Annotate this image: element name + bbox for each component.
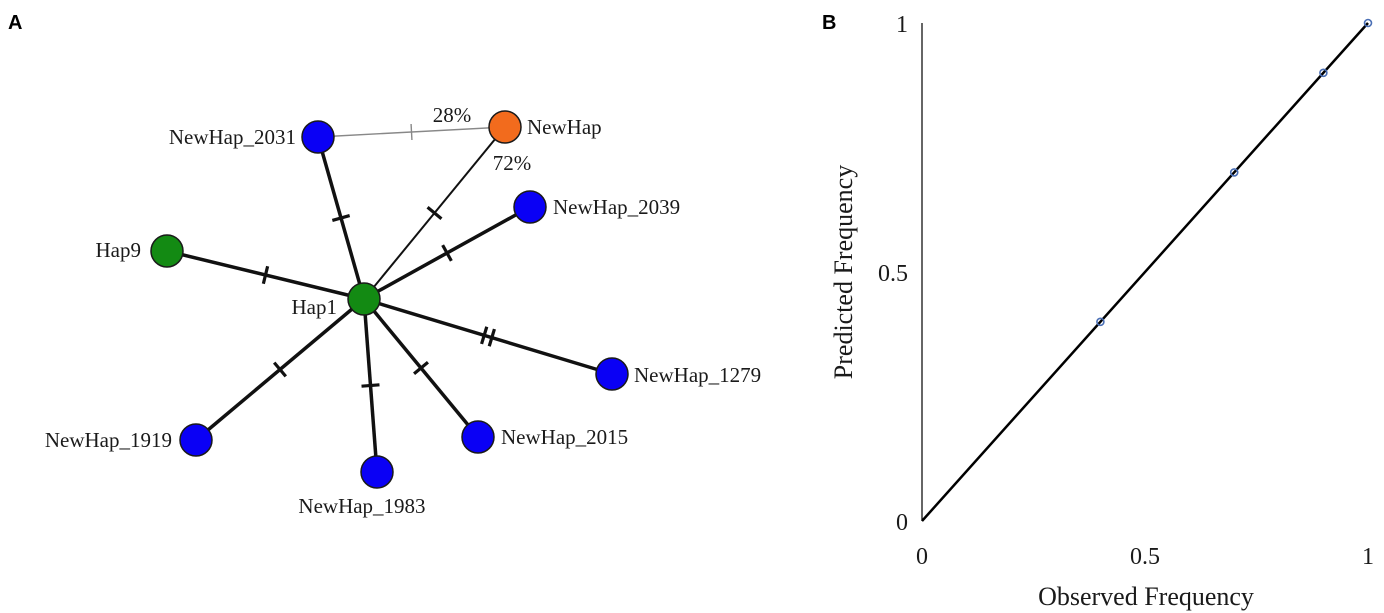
mutation-mark: [441, 244, 453, 262]
fit-line: [921, 22, 1369, 522]
node-label-nh2039: NewHap_2039: [553, 195, 680, 219]
x-tick-label: 1: [1362, 544, 1374, 570]
y-tick-label: 0: [896, 510, 908, 536]
node-label-hap9: Hap9: [96, 238, 142, 262]
mutation-mark: [331, 214, 351, 222]
mutation-mark: [487, 328, 496, 347]
node-label-nh1919: NewHap_1919: [45, 428, 172, 452]
x-axis-title: Observed Frequency: [1038, 582, 1254, 611]
mutation-mark: [410, 123, 413, 141]
mutation-mark: [361, 383, 380, 388]
network-nodes: [150, 110, 629, 489]
data-points: [1096, 18, 1373, 327]
node-label-nh2015: NewHap_2015: [501, 425, 628, 449]
node-label-nh1279: NewHap_1279: [634, 363, 761, 387]
node-nh1983: [360, 455, 394, 489]
data-point: [1229, 168, 1239, 177]
x-tick-labels: 0 0.5 1: [916, 544, 1374, 570]
node-nh2015: [461, 420, 495, 454]
y-tick-label: 0.5: [878, 261, 908, 287]
data-point: [1096, 317, 1105, 327]
node-nh2039: [513, 190, 547, 224]
node-hap1: [347, 282, 381, 316]
mutation-mark: [413, 361, 429, 375]
mutation-mark: [272, 361, 288, 378]
panel-a-letter: A: [8, 12, 22, 34]
node-label-nh1983: NewHap_1983: [298, 494, 425, 518]
node-label-nh2031: NewHap_2031: [169, 125, 296, 149]
edge-percent-label: 72%: [493, 151, 532, 175]
data-point: [1319, 68, 1328, 78]
node-nh2031: [301, 120, 335, 154]
edge-percent-label: 28%: [433, 103, 472, 127]
node-nh1279: [595, 357, 629, 391]
node-hap9: [150, 234, 184, 268]
node-nh1919: [179, 423, 213, 457]
mutation-mark: [426, 206, 443, 220]
network-labels: 72% 28% Hap1 Hap9 NewHap NewHap_2031 NewHap_20…: [45, 103, 761, 518]
node-newhap: [488, 110, 522, 144]
network-edges: [166, 123, 613, 473]
haplotype-network: 72% 28% Hap1 Hap9 NewHap NewHap_2031 NewHap_20…: [45, 103, 761, 518]
y-axis-title: Predicted Frequency: [829, 165, 858, 379]
mutation-mark: [480, 326, 489, 345]
y-tick-labels: 00.51: [878, 12, 908, 536]
mutation-mark: [261, 265, 270, 285]
y-tick-label: 1: [896, 12, 908, 38]
panel-b-letter: B: [822, 12, 836, 34]
frequency-chart: 00.51 0 0.5 1 Observed Frequency Predicted…: [829, 12, 1374, 611]
node-label-hap1: Hap1: [292, 295, 338, 319]
node-label-newhap: NewHap: [527, 115, 602, 139]
edge-hap1-nh1279: [363, 297, 613, 376]
data-point: [1363, 18, 1373, 28]
x-tick-label: 0: [916, 544, 928, 570]
x-tick-label: 0.5: [1130, 544, 1160, 570]
